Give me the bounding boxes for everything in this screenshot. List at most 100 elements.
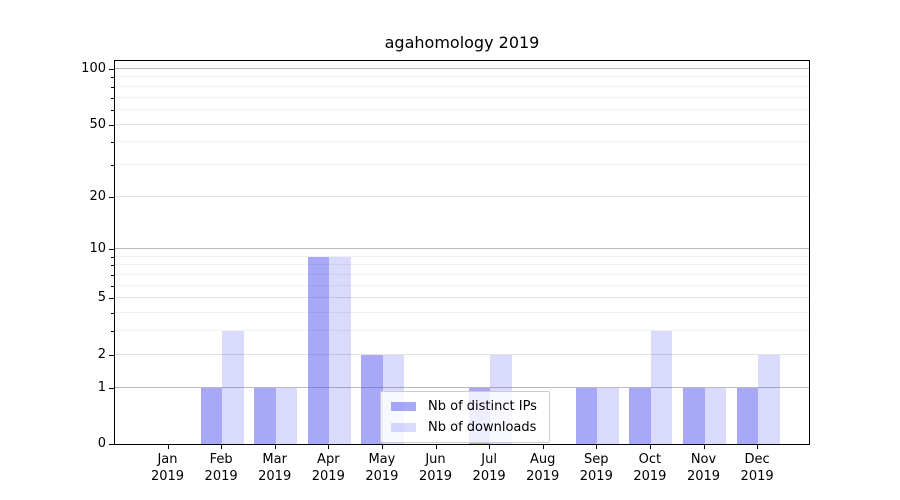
gridline-y-100	[115, 68, 809, 69]
x-tick-month: Jul	[481, 452, 497, 467]
bar-downloads-nov	[704, 387, 726, 444]
bar-distinct-ips-apr	[307, 256, 330, 444]
y-minor-tick-mark-80	[111, 86, 114, 88]
x-tick-mark-jul	[489, 445, 491, 449]
y-minor-tick-mark-9	[111, 256, 114, 258]
bar-downloads-mar	[275, 387, 298, 444]
x-tick-mark-oct	[649, 445, 651, 449]
gridline-y-10	[115, 248, 809, 250]
chart-title: agahomology 2019	[384, 33, 540, 52]
legend-label: Nb of distinct IPs	[428, 399, 537, 414]
y-tick-label-2: 2	[97, 346, 106, 362]
x-tick-year: 2019	[472, 469, 506, 484]
y-tick-mark-0	[109, 444, 114, 445]
bar-downloads-dec	[758, 354, 780, 444]
gridline-y-20	[115, 195, 809, 197]
x-tick-year: 2019	[258, 469, 292, 484]
x-tick-year: 2019	[311, 469, 345, 484]
gridline-y-5	[115, 297, 809, 299]
bar-downloads-oct	[650, 331, 673, 444]
gridline-y-90	[115, 76, 809, 78]
x-tick-label-dec: Dec 2019	[725, 451, 789, 485]
y-tick-label-1: 1	[97, 379, 106, 395]
y-minor-tick-mark-70	[111, 97, 114, 99]
gridline-y-50	[115, 123, 809, 125]
y-minor-tick-mark-6	[111, 285, 114, 287]
x-tick-year: 2019	[526, 469, 560, 484]
x-tick-label-aug: Aug 2019	[511, 451, 575, 485]
y-minor-tick-mark-7	[111, 275, 114, 277]
gridline-y-6	[115, 284, 809, 286]
x-tick-mark-mar	[274, 445, 276, 449]
gridline-y-2	[115, 353, 809, 355]
legend-entries: Nb of distinct IPs Nb of downloads	[391, 399, 537, 435]
x-tick-year: 2019	[579, 469, 613, 484]
gridline-y-70	[115, 96, 809, 98]
gridline-y-7	[115, 274, 809, 276]
y-tick-label-0: 0	[97, 436, 106, 451]
legend-entry-distinct-ips: Nb of distinct IPs	[391, 399, 537, 414]
gridline-y-80	[115, 85, 809, 87]
y-minor-tick-mark-8	[111, 265, 114, 267]
x-tick-mark-dec	[757, 445, 759, 449]
gridline-y-9	[115, 255, 809, 257]
x-tick-year: 2019	[633, 469, 667, 484]
x-tick-mark-nov	[703, 445, 705, 449]
x-tick-month: Mar	[262, 452, 287, 467]
x-tick-month: Sep	[584, 452, 609, 467]
x-tick-label-jun: Jun 2019	[404, 451, 468, 485]
gridline-y-1	[115, 386, 809, 388]
y-tick-label-100: 100	[81, 60, 106, 76]
y-minor-tick-mark-60	[111, 109, 114, 111]
y-tick-mark-100	[109, 68, 114, 70]
y-tick-label-20: 20	[89, 188, 106, 204]
x-tick-month: May	[368, 452, 396, 467]
bar-distinct-ips-nov	[683, 387, 705, 444]
y-tick-mark-1	[109, 387, 114, 389]
x-tick-mark-aug	[542, 445, 544, 449]
y-tick-label-5: 5	[97, 290, 106, 306]
legend-entry-downloads: Nb of downloads	[391, 420, 537, 435]
x-tick-label-nov: Nov 2019	[672, 451, 736, 485]
x-tick-label-may: May 2019	[350, 451, 414, 485]
gridline-y-60	[115, 108, 809, 110]
x-tick-mark-feb	[221, 445, 223, 449]
gridline-y-8	[115, 264, 809, 266]
y-minor-tick-mark-40	[111, 142, 114, 144]
x-tick-label-oct: Oct 2019	[618, 451, 682, 485]
y-minor-tick-mark-90	[111, 77, 114, 79]
x-tick-month: Dec	[744, 452, 770, 467]
x-tick-mark-jan	[167, 445, 169, 449]
x-tick-year: 2019	[150, 469, 185, 484]
y-tick-mark-2	[109, 354, 114, 356]
legend-label: Nb of downloads	[428, 420, 537, 435]
x-tick-year: 2019	[418, 469, 453, 484]
y-minor-tick-mark-3	[111, 331, 114, 333]
x-tick-month: Jun	[425, 452, 446, 467]
bar-distinct-ips-feb	[200, 387, 223, 444]
bar-distinct-ips-oct	[629, 387, 651, 444]
x-tick-label-mar: Mar 2019	[243, 451, 307, 485]
bar-distinct-ips-dec	[736, 387, 759, 444]
y-tick-mark-20	[109, 196, 114, 198]
x-tick-month: Apr	[317, 452, 340, 467]
y-tick-label-50: 50	[89, 116, 106, 132]
bar-distinct-ips-may	[361, 354, 383, 444]
gridline-y-30	[115, 163, 809, 165]
legend: Nb of distinct IPs Nb of downloads	[380, 391, 550, 443]
bar-downloads-sep	[597, 387, 619, 444]
x-tick-month: Jan	[157, 452, 178, 467]
y-tick-mark-50	[109, 124, 114, 126]
x-tick-month: Oct	[638, 452, 662, 467]
x-tick-month: Nov	[690, 452, 717, 467]
x-tick-month: Aug	[529, 452, 556, 467]
bar-downloads-apr	[329, 256, 351, 444]
x-tick-year: 2019	[365, 469, 399, 484]
y-tick-mark-5	[109, 298, 114, 300]
legend-swatch-icon	[391, 423, 416, 432]
legend-swatch-icon	[391, 402, 416, 411]
x-tick-year: 2019	[686, 469, 721, 484]
gridline-y-4	[115, 312, 809, 314]
y-minor-tick-mark-30	[111, 164, 114, 166]
